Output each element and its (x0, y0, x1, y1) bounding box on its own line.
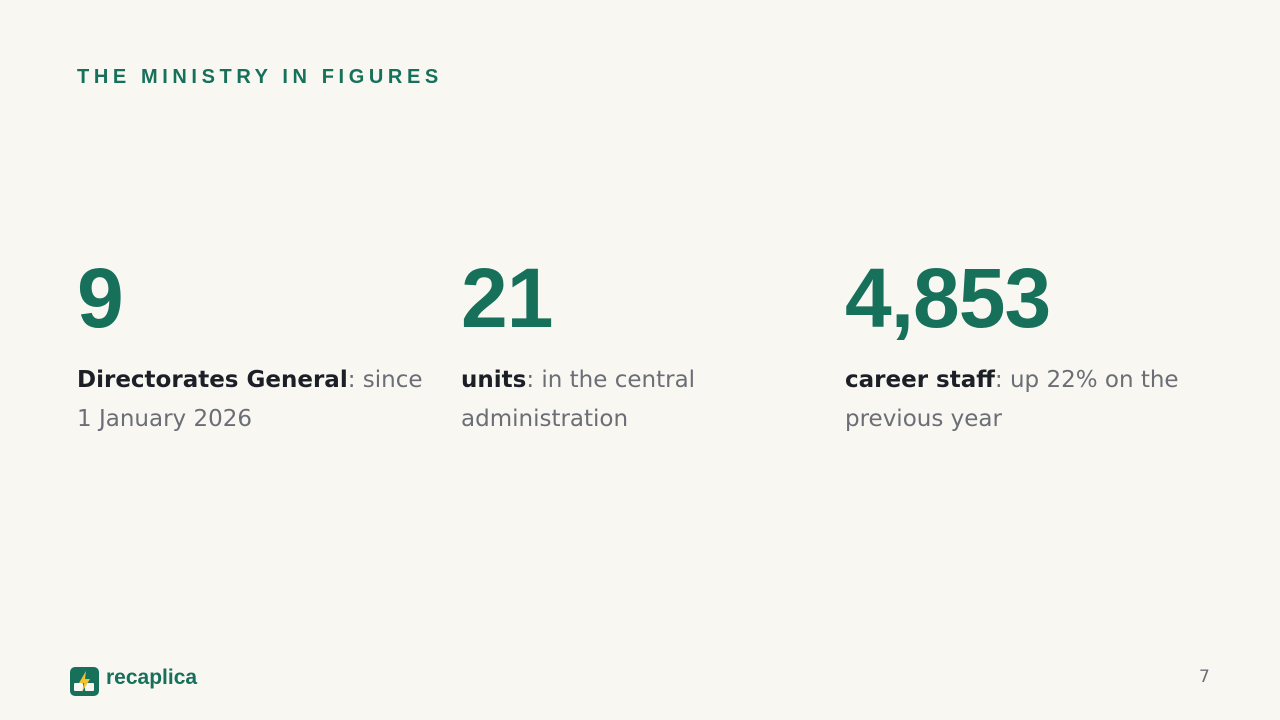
stat-value: 4,853 (845, 251, 1051, 345)
stat-label: Directorates General (77, 367, 348, 393)
stat-text: Directorates General: since 1 January 20… (77, 361, 442, 439)
slide-title: THE MINISTRY IN FIGURES (77, 66, 443, 88)
stat-description: : since 1 January 2026 (77, 367, 423, 432)
stat: 9 Directorates General: since 1 January … (77, 250, 442, 439)
brand: recaplica (70, 665, 198, 696)
brand-logo (70, 667, 99, 696)
stat-description: : in the central administration (461, 367, 696, 432)
stat: 21 units: in the central administration (461, 250, 826, 439)
stat-value: 9 (77, 251, 124, 345)
brand-name: recaplica (106, 665, 198, 689)
stat-text: units: in the central administration (461, 361, 826, 439)
stat-value: 21 (461, 251, 553, 345)
stat: 4,853 career staff: up 22% on the previo… (845, 250, 1210, 439)
stat-description: : up 22% on the previous year (845, 367, 1179, 432)
page-number: 7 (1199, 667, 1210, 687)
stat-text: career staff: up 22% on the previous yea… (845, 361, 1210, 439)
stat-label: career staff (845, 367, 995, 393)
stat-label: units (461, 367, 527, 393)
